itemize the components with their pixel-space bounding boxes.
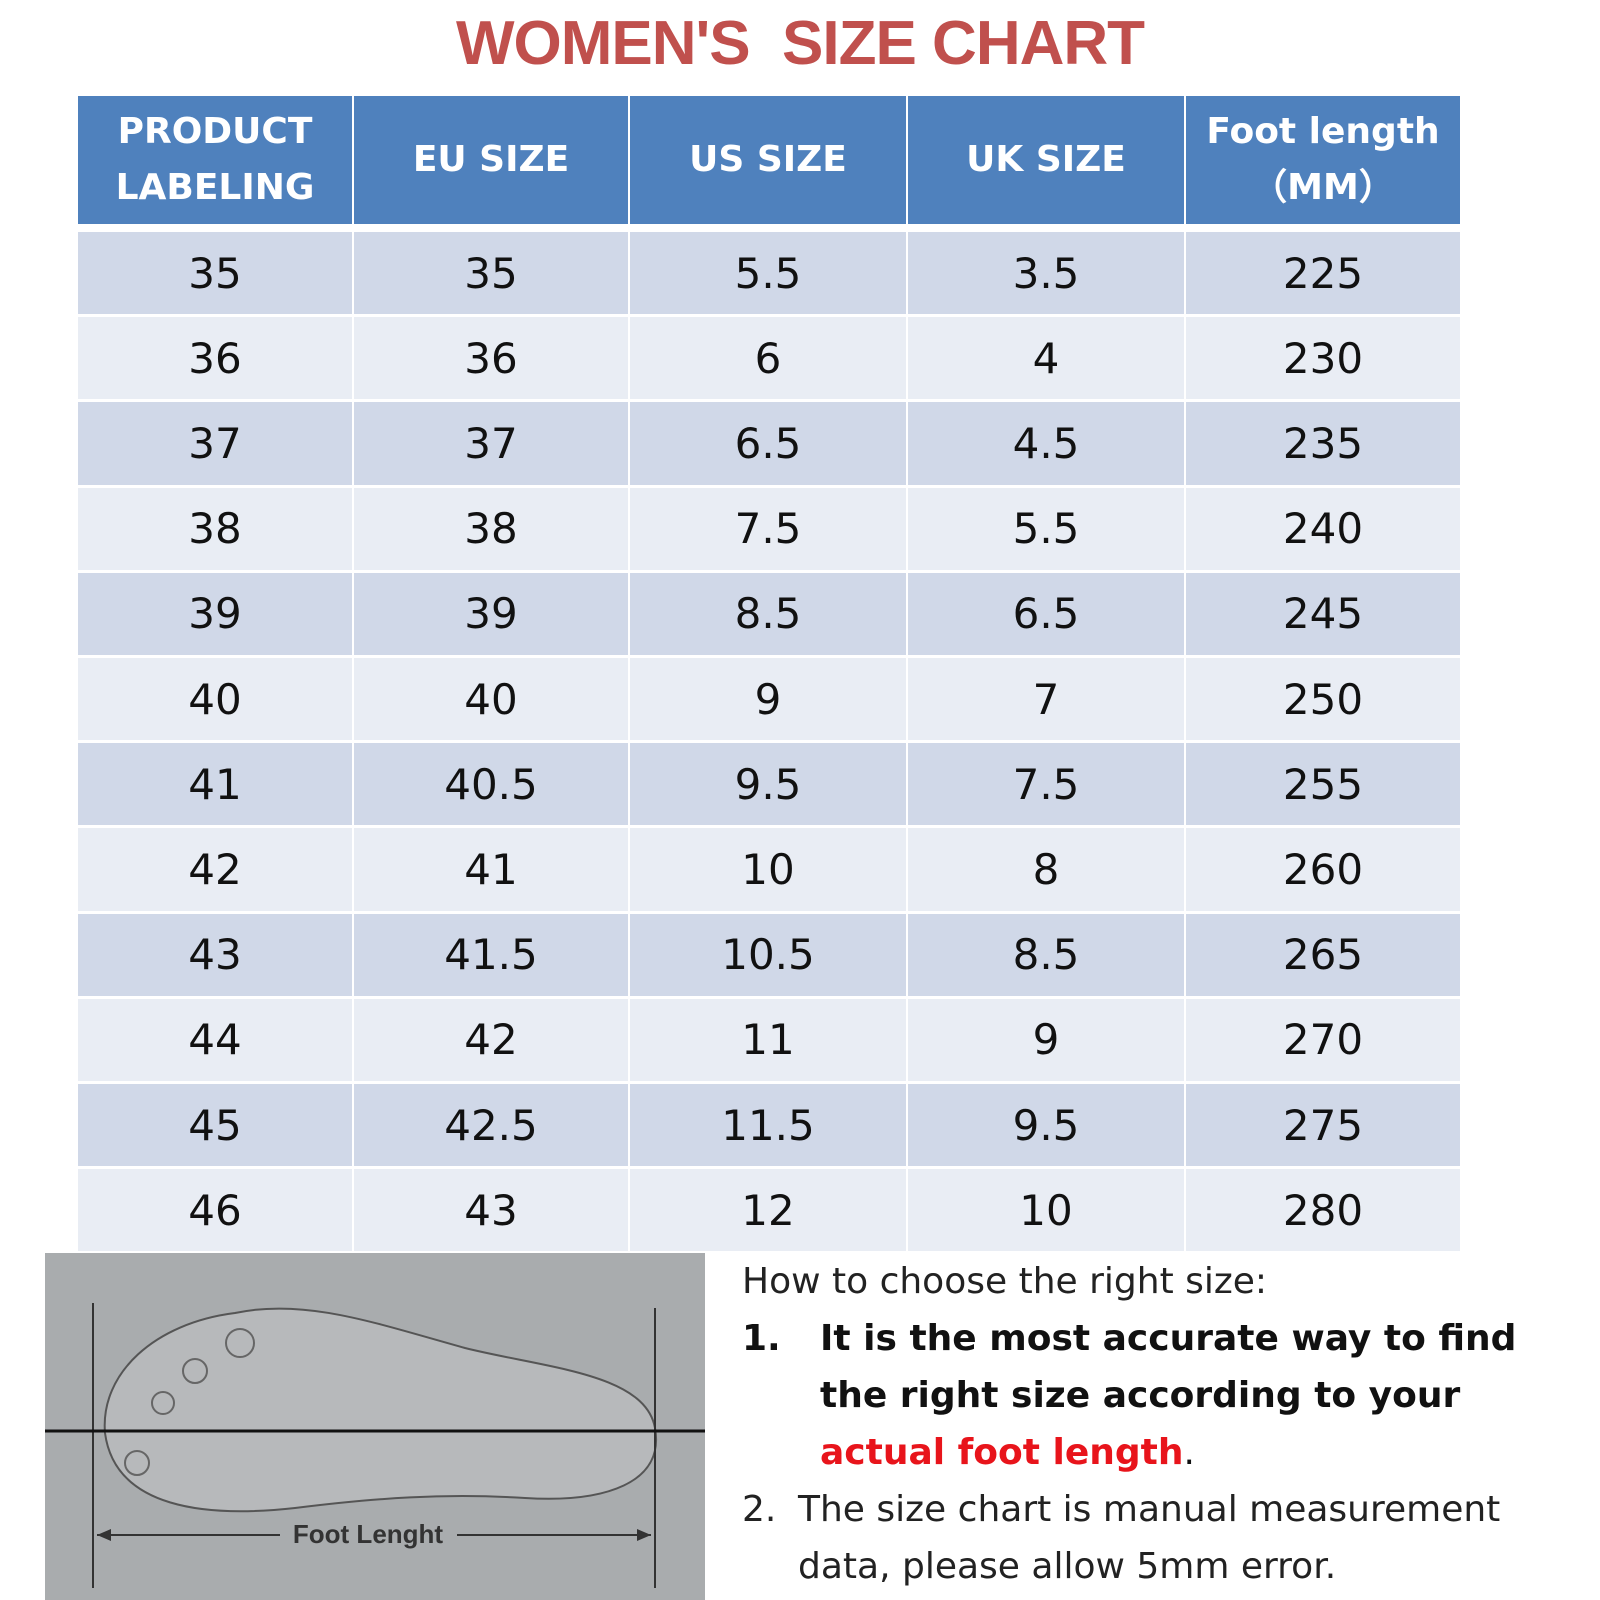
table-cell: 40 [78,658,352,741]
table-cell: 11 [630,998,906,1081]
table-cell: 265 [1186,913,1460,996]
header-text: （MM） [1251,167,1395,208]
table-cell: 41 [354,828,628,911]
header-cell: US SIZE [630,96,906,224]
table-cell: 225 [1186,232,1460,315]
table-cell: 275 [1186,1084,1460,1167]
table-cell: 5.5 [630,232,906,315]
table-cell: 9.5 [630,743,906,826]
table-cell: 235 [1186,402,1460,485]
table-cell: 35 [78,232,352,315]
table-cell: 230 [1186,317,1460,400]
table-cell: 40 [354,658,628,741]
table-cell: 39 [78,572,352,655]
table-cell: 9 [630,658,906,741]
figure-label: Foot Lenght [293,1519,444,1549]
header-text: UK SIZE [966,139,1126,180]
header-cell: UK SIZE [908,96,1184,224]
table-cell: 9 [908,998,1184,1081]
notes: How to choose the right size: 1. It is t… [742,1253,1582,1595]
table-cell: 7.5 [908,743,1184,826]
table-cell: 42 [354,998,628,1081]
table-cell: 7 [908,658,1184,741]
note-item: 2. The size chart is manual measurement … [742,1481,1582,1595]
table-cell: 8 [908,828,1184,911]
table-cell: 35 [354,232,628,315]
table-cell: 36 [78,317,352,400]
table-cell: 37 [354,402,628,485]
table-cell: 4.5 [908,402,1184,485]
table-cell: 37 [78,402,352,485]
table-cell: 4 [908,317,1184,400]
note-end: . [1183,1432,1195,1473]
header-text: PRODUCT [117,111,313,152]
table-cell: 41.5 [354,913,628,996]
table-cell: 9.5 [908,1084,1184,1167]
note-marker: 1. [742,1318,781,1359]
note-text: The size chart is manual measurement dat… [798,1489,1501,1587]
header-text: US SIZE [689,139,847,180]
header-text: Foot length [1206,111,1440,152]
note-text: It is the most accurate way to find the … [820,1318,1517,1416]
header-cell: Foot length （MM） [1186,96,1460,224]
table-cell: 8.5 [630,572,906,655]
toe [124,1450,150,1476]
table-cell: 43 [354,1169,628,1252]
toe [151,1391,175,1415]
header-text: LABELING [115,167,315,208]
note-text: It is the most accurate way to find the … [820,1310,1582,1481]
table-cell: 38 [354,487,628,570]
notes-heading: How to choose the right size: [742,1261,1268,1302]
header-cell: PRODUCT LABELING [78,96,352,224]
table-cell: 245 [1186,572,1460,655]
header-text: EU SIZE [412,139,570,180]
table-cell: 10 [630,828,906,911]
toe [225,1328,255,1358]
table-cell: 10.5 [630,913,906,996]
table-cell: 6.5 [630,402,906,485]
table-cell: 3.5 [908,232,1184,315]
table-cell: 280 [1186,1169,1460,1252]
table-cell: 38 [78,487,352,570]
note-highlight: actual foot length [820,1432,1184,1473]
note-marker: 2. [742,1489,777,1530]
table-cell: 40.5 [354,743,628,826]
header-cell: EU SIZE [354,96,628,224]
table-cell: 46 [78,1169,352,1252]
table-cell: 7.5 [630,487,906,570]
table-cell: 260 [1186,828,1460,911]
table-cell: 255 [1186,743,1460,826]
table-cell: 45 [78,1084,352,1167]
table-cell: 12 [630,1169,906,1252]
table-cell: 270 [1186,998,1460,1081]
toe [182,1358,208,1384]
table-cell: 41 [78,743,352,826]
table-cell: 43 [78,913,352,996]
table-cell: 11.5 [630,1084,906,1167]
table-cell: 6 [630,317,906,400]
table-cell: 42 [78,828,352,911]
table-cell: 240 [1186,487,1460,570]
title: WOMEN'S SIZE CHART [455,9,1145,78]
table-cell: 10 [908,1169,1184,1252]
foot-figure: Foot Lenght [45,1253,705,1600]
table-cell: 36 [354,317,628,400]
table-cell: 6.5 [908,572,1184,655]
table-cell: 44 [78,998,352,1081]
table-cell: 250 [1186,658,1460,741]
table-cell: 42.5 [354,1084,628,1167]
table-cell: 39 [354,572,628,655]
table-cell: 8.5 [908,913,1184,996]
note-item: 1. It is the most accurate way to find t… [742,1310,1582,1481]
table-cell: 5.5 [908,487,1184,570]
